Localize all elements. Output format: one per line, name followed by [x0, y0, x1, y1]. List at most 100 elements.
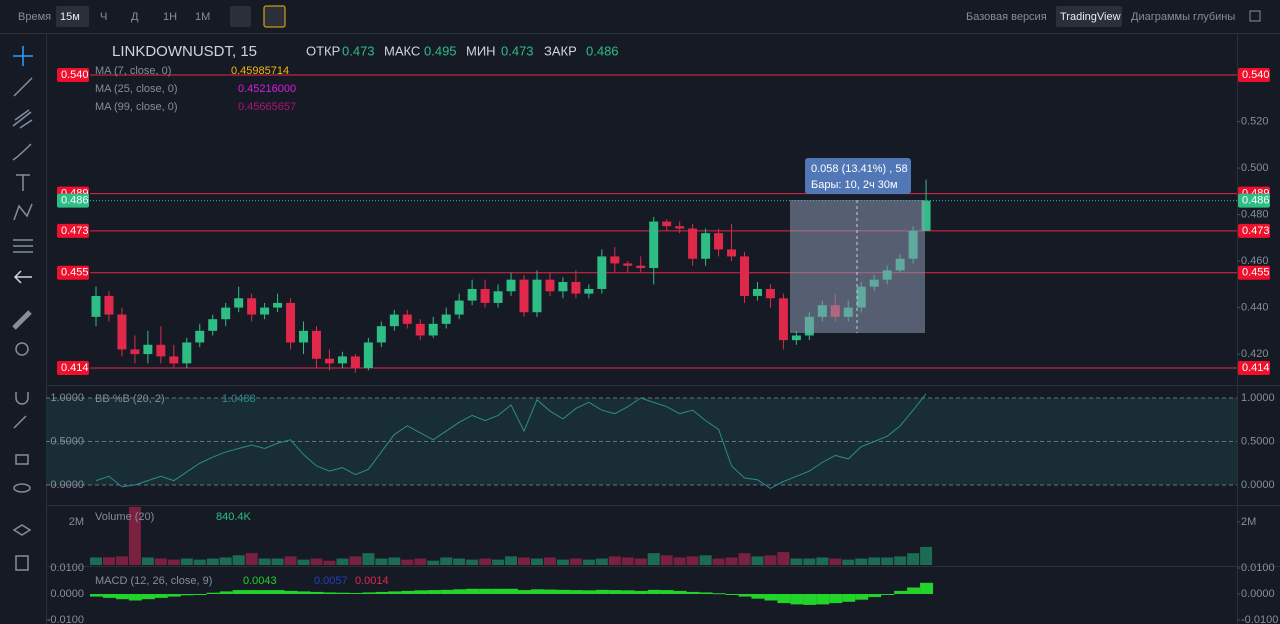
- forecast-tool[interactable]: [13, 239, 33, 253]
- volume-bar: [115, 556, 128, 565]
- volume-bar: [660, 555, 673, 565]
- candle-body: [247, 298, 257, 315]
- level-badge: [1238, 68, 1270, 83]
- macd-tick-label: 0.0100: [1241, 562, 1275, 574]
- brush-tool[interactable]: [12, 143, 32, 161]
- volume-bar: [206, 558, 219, 565]
- volume-tick-label-left: 2M: [69, 516, 84, 528]
- candle-body: [143, 344, 153, 355]
- lock-draw-tool[interactable]: [13, 415, 27, 429]
- macd-bar: [90, 593, 103, 597]
- candle-body: [636, 265, 646, 269]
- indicator-icon[interactable]: [263, 5, 286, 28]
- bb-value: 1.0488: [222, 393, 256, 405]
- volume-bar: [764, 555, 777, 565]
- view-active-bg: [1056, 6, 1122, 27]
- macd-tick-label-left: 0.0100: [50, 562, 84, 574]
- crosshair-tool[interactable]: [13, 46, 33, 66]
- macd-value: 0.0014: [355, 575, 389, 587]
- text-tool[interactable]: [16, 174, 30, 191]
- candle-body: [727, 249, 737, 257]
- candle-body: [402, 314, 412, 324]
- candle-body: [519, 279, 529, 313]
- candle-body: [558, 281, 568, 292]
- macd-bar: [453, 589, 467, 594]
- volume-bar: [595, 558, 608, 565]
- ohlc-label: МИН: [466, 43, 496, 58]
- volume-bar: [829, 558, 842, 565]
- settings-icon[interactable]: [230, 6, 251, 27]
- volume-bar: [427, 560, 440, 565]
- candle-body: [675, 226, 685, 229]
- price-tick-label: 0.480: [1241, 208, 1269, 220]
- macd-bar: [518, 590, 532, 594]
- interval[interactable]: 1Н: [163, 11, 177, 23]
- bb-title: BB %B (20, 2): [95, 393, 165, 405]
- fullscreen-icon[interactable]: [1249, 10, 1261, 22]
- candle-body: [195, 330, 205, 343]
- candle-body: [778, 298, 788, 341]
- interval[interactable]: Д: [131, 11, 139, 23]
- volume-bar: [271, 558, 284, 565]
- macd-bar: [297, 591, 311, 594]
- candle-body: [649, 221, 659, 269]
- candle-body: [156, 344, 166, 357]
- macd-bar: [855, 593, 869, 600]
- macd-bar: [219, 591, 233, 594]
- view-tab[interactable]: Базовая версия: [966, 11, 1047, 23]
- last-price-badge: [57, 193, 89, 208]
- magnet-tool[interactable]: [15, 392, 29, 405]
- ohlc-label: ОТКР: [306, 43, 340, 58]
- macd-bar: [660, 590, 674, 594]
- line-tool[interactable]: [13, 77, 33, 97]
- candle-body: [324, 358, 334, 364]
- interval[interactable]: 1М: [195, 11, 210, 23]
- candle-body: [752, 288, 762, 296]
- macd-bar: [258, 590, 272, 594]
- macd-bar: [816, 593, 830, 605]
- candle-body: [182, 342, 192, 364]
- macd-bar: [466, 588, 480, 594]
- interval[interactable]: 15м: [60, 11, 80, 23]
- candle-body: [571, 281, 581, 294]
- macd-tick-label-left: -0.0100: [47, 614, 84, 624]
- volume-bar: [102, 557, 115, 565]
- fib-tool[interactable]: [12, 109, 33, 129]
- candle-body: [376, 326, 386, 343]
- macd-bar: [362, 592, 376, 594]
- candle-body: [701, 233, 711, 259]
- volume-bar: [868, 557, 881, 565]
- pattern-tool[interactable]: [13, 203, 33, 221]
- candle-body: [506, 279, 516, 292]
- bb-tick-label: 0.5000: [1241, 435, 1275, 447]
- macd-bar: [556, 589, 570, 594]
- candle-body: [441, 314, 451, 324]
- macd-bar: [154, 593, 168, 598]
- macd-bar: [764, 593, 778, 601]
- volume-bar: [245, 553, 258, 565]
- ma-name: MA (99, close, 0): [95, 101, 178, 113]
- macd-bar: [141, 593, 155, 600]
- back-tool[interactable]: [13, 270, 32, 284]
- volume-bar: [141, 557, 154, 565]
- view-tab[interactable]: Диаграммы глубины: [1131, 11, 1235, 23]
- view-tab[interactable]: TradingView: [1060, 11, 1121, 23]
- level-label: 0.473: [1242, 225, 1270, 237]
- lock-tool[interactable]: [15, 454, 29, 465]
- trash-tool[interactable]: [15, 555, 29, 571]
- ohlc-value: 0.495: [424, 43, 457, 58]
- volume-bar: [440, 557, 453, 565]
- volume-bar: [518, 557, 531, 565]
- measure-tooltip: [805, 158, 911, 194]
- layers-tool[interactable]: [12, 524, 32, 536]
- visibility-tool[interactable]: [13, 483, 31, 493]
- macd-bar: [310, 591, 324, 594]
- interval[interactable]: Ч: [100, 11, 107, 23]
- macd-bar: [673, 590, 687, 594]
- zoom-tool[interactable]: [15, 342, 29, 356]
- candle-body: [311, 330, 321, 359]
- volume-bar: [362, 553, 375, 565]
- ruler-tool[interactable]: [12, 310, 32, 330]
- level-label: 0.414: [1242, 362, 1270, 374]
